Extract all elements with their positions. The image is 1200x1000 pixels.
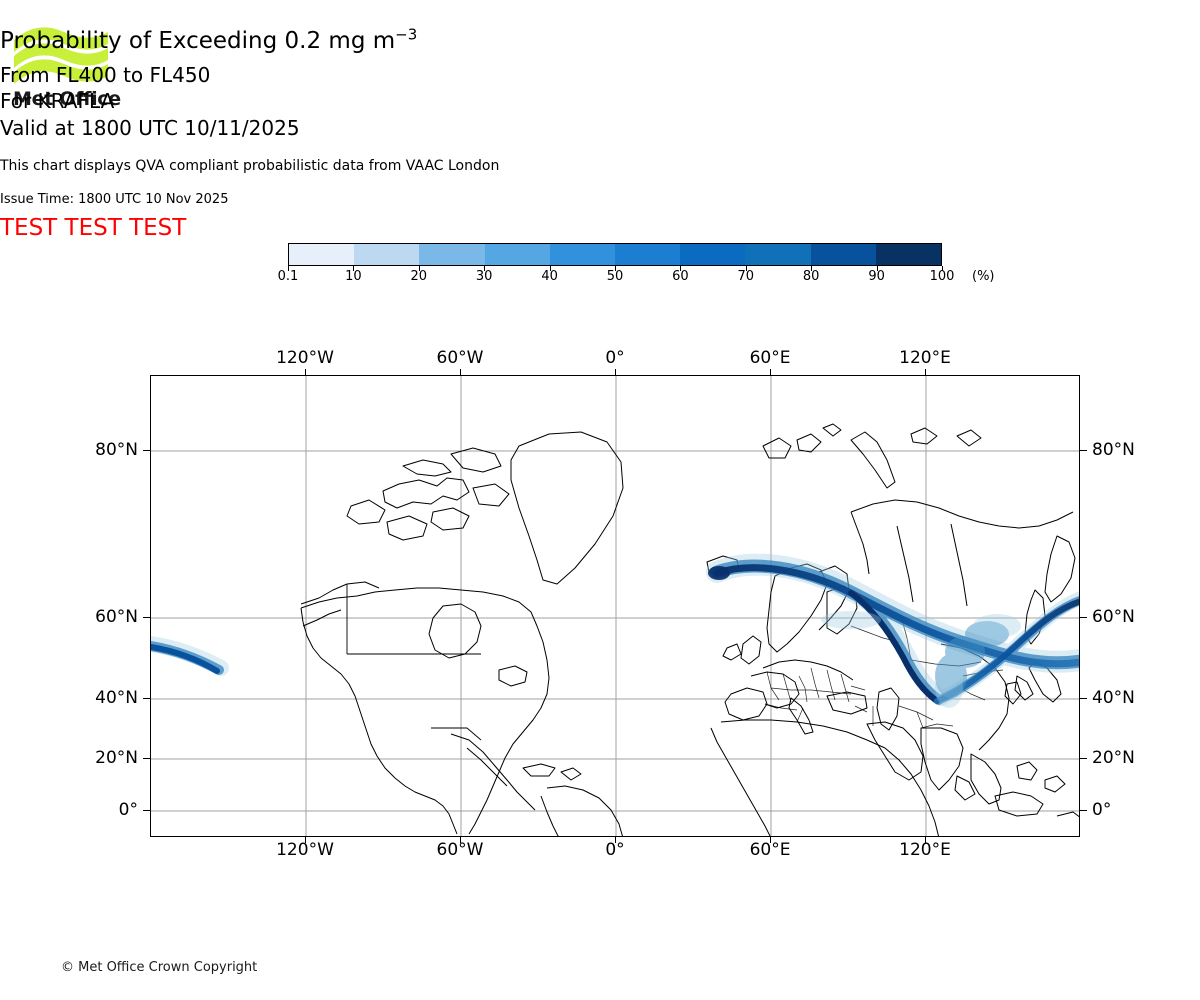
page-title-text: Probability of Exceeding 0.2 mg m — [0, 28, 396, 54]
tick-bottom-5 — [925, 836, 926, 843]
lat-label-left-80°N: 80°N — [95, 440, 138, 460]
tick-right-3 — [1080, 698, 1087, 699]
colorbar-segment-7 — [745, 244, 811, 265]
lat-label-left-20°N: 20°N — [95, 748, 138, 768]
world-map — [151, 376, 1079, 836]
lon-label-bottom-0°: 0° — [605, 840, 625, 860]
probability-colorbar: 0.1 10 20 30 40 50 60 70 80 90 100 — [278, 243, 954, 284]
tick-bottom-2 — [460, 836, 461, 843]
tick-left-1 — [143, 450, 150, 451]
colorbar-tick-10 — [353, 266, 355, 271]
colorbar-tick-60 — [680, 266, 682, 271]
test-banner: TEST TEST TEST — [0, 215, 187, 241]
lat-label-left-0°: 0° — [118, 800, 138, 820]
map-gridlines — [151, 376, 1079, 836]
colorbar-label-80: 80 — [802, 269, 820, 284]
tick-right-5 — [1080, 810, 1087, 811]
lon-label-bottom-120°W: 120°W — [276, 840, 334, 860]
tick-top-4 — [770, 369, 771, 376]
colorbar-tick-labels: 0.1 10 20 30 40 50 60 70 80 90 100 — [278, 269, 955, 289]
colorbar-label-30: 30 — [475, 269, 493, 284]
tick-right-2 — [1080, 617, 1087, 618]
lon-label-bottom-60°W: 60°W — [436, 840, 484, 860]
title-flight-levels: From FL400 to FL450 — [0, 63, 211, 87]
title-volcano: For KRAFLA — [0, 89, 115, 113]
tick-right-4 — [1080, 758, 1087, 759]
colorbar-tick-20 — [418, 266, 420, 271]
lat-label-right-20°N: 20°N — [1092, 748, 1135, 768]
colorbar-segment-6 — [680, 244, 746, 265]
lon-label-top-60°E: 60°E — [749, 348, 791, 368]
colorbar-segment-1 — [354, 244, 420, 265]
colorbar-label-70: 70 — [737, 269, 755, 284]
lon-label-top-120°E: 120°E — [899, 348, 951, 368]
tick-left-3 — [143, 698, 150, 699]
map-coastlines — [300, 423, 1079, 836]
tick-top-5 — [925, 369, 926, 376]
colorbar-segment-3 — [484, 244, 550, 265]
tick-top-3 — [615, 369, 616, 376]
colorbar-gradient — [288, 243, 942, 266]
colorbar-label-20: 20 — [410, 269, 428, 284]
colorbar-segment-5 — [615, 244, 681, 265]
colorbar-segment-2 — [419, 244, 485, 265]
lat-label-right-60°N: 60°N — [1092, 607, 1135, 627]
subtitle-qva-notice: This chart displays QVA compliant probab… — [0, 158, 500, 174]
page-title: Probability of Exceeding 0.2 mg m−3 — [0, 27, 1200, 55]
met-office-logo-text: Met Office — [13, 88, 121, 110]
colorbar-label-10: 10 — [345, 269, 362, 284]
colorbar-tick-80 — [811, 266, 813, 271]
met-office-logo — [12, 22, 122, 117]
tick-left-4 — [143, 758, 150, 759]
colorbar-tick-0.1 — [288, 266, 289, 271]
colorbar-tick-30 — [484, 266, 486, 271]
tick-bottom-4 — [770, 836, 771, 843]
page-title-exponent: −3 — [395, 25, 418, 44]
tick-right-1 — [1080, 450, 1087, 451]
colorbar-tick-70 — [745, 266, 747, 271]
met-office-wave-icon — [14, 27, 108, 84]
colorbar-label-40: 40 — [541, 269, 558, 284]
colorbar-label-60: 60 — [672, 269, 689, 284]
lon-label-bottom-120°E: 120°E — [899, 840, 951, 860]
lon-label-top-120°W: 120°W — [276, 348, 334, 368]
ash-plume-overlay — [151, 553, 1079, 708]
colorbar-label-90: 90 — [868, 269, 885, 284]
colorbar-label-50: 50 — [606, 269, 624, 284]
colorbar-tick-100 — [942, 266, 943, 271]
title-valid-time: Valid at 1800 UTC 10/11/2025 — [0, 116, 300, 140]
colorbar-segment-0 — [289, 244, 355, 265]
lat-label-right-40°N: 40°N — [1092, 688, 1135, 708]
subtitle-issue-time: Issue Time: 1800 UTC 10 Nov 2025 — [0, 192, 229, 207]
tick-bottom-1 — [305, 836, 306, 843]
colorbar-label-0.1: 0.1 — [277, 269, 299, 284]
colorbar-tick-50 — [615, 266, 616, 271]
copyright-footer: © Met Office Crown Copyright — [61, 960, 258, 975]
tick-top-1 — [305, 369, 306, 376]
lon-label-top-0°: 0° — [605, 348, 625, 368]
tick-left-2 — [143, 617, 150, 618]
colorbar-tick-40 — [549, 266, 551, 271]
lon-label-top-60°W: 60°W — [436, 348, 484, 368]
colorbar-tick-90 — [876, 266, 878, 271]
tick-bottom-3 — [615, 836, 616, 843]
colorbar-label-100: 100 — [929, 269, 955, 284]
lat-label-left-60°N: 60°N — [95, 607, 138, 627]
lat-label-right-0°: 0° — [1092, 800, 1112, 820]
tick-top-2 — [460, 369, 461, 376]
lat-label-left-40°N: 40°N — [95, 688, 138, 708]
colorbar-segment-8 — [810, 244, 876, 265]
lon-label-bottom-60°E: 60°E — [749, 840, 791, 860]
tick-left-5 — [143, 810, 150, 811]
lat-label-right-80°N: 80°N — [1092, 440, 1135, 460]
colorbar-ticks — [288, 266, 943, 276]
colorbar-unit-label: (%) — [972, 269, 995, 284]
map-plot-area — [150, 375, 1080, 837]
colorbar-segment-4 — [549, 244, 616, 265]
colorbar-segment-9 — [875, 244, 942, 265]
